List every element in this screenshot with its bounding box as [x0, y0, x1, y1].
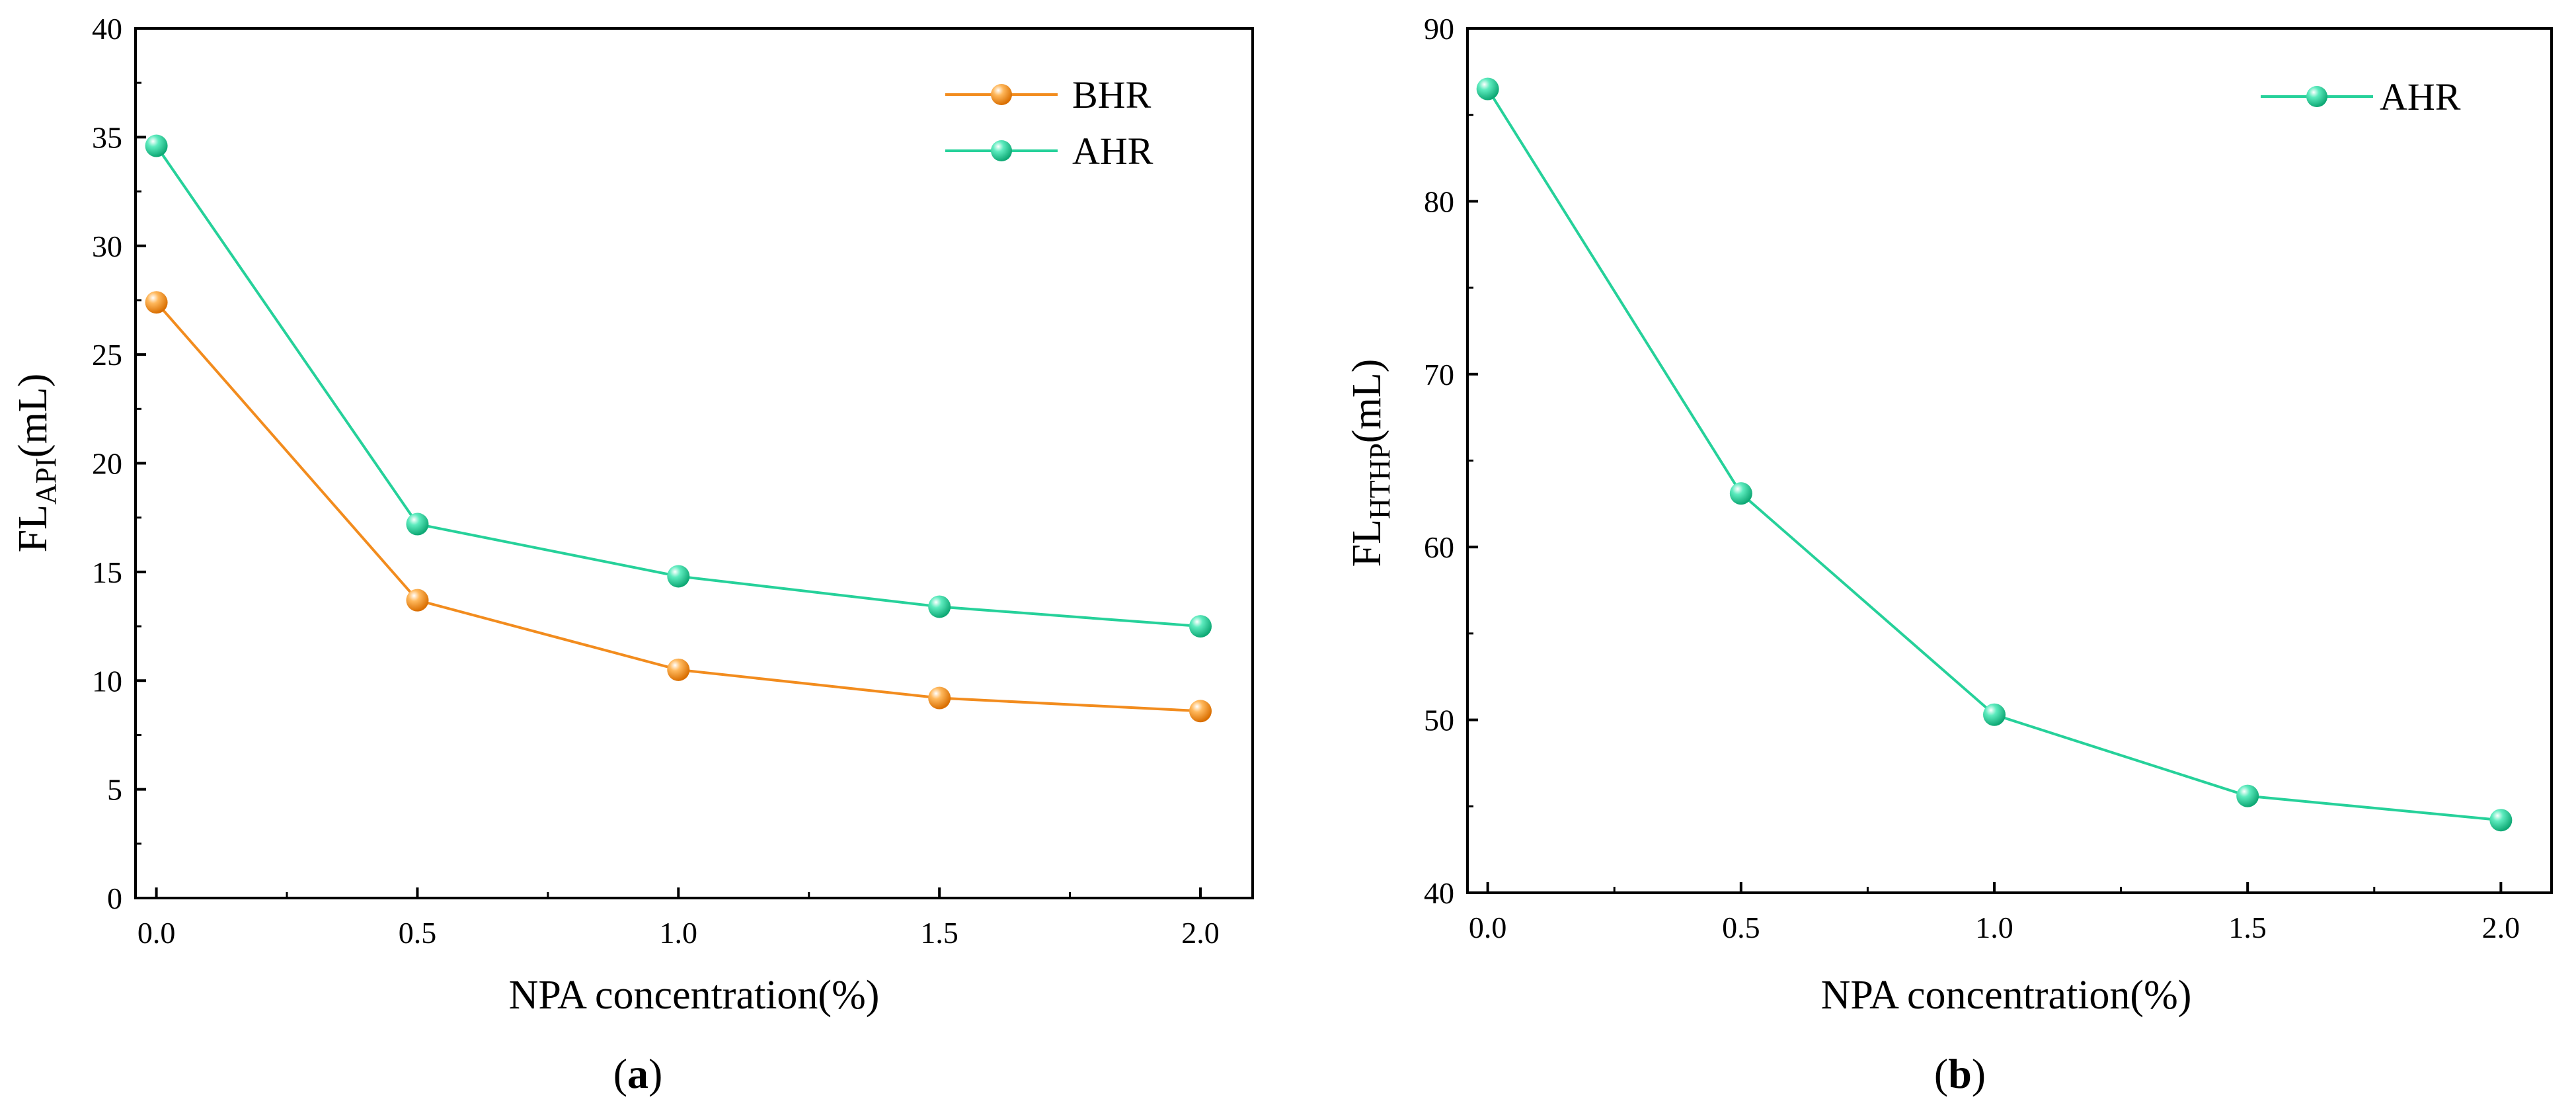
legend-a: BHR AHR — [945, 73, 1153, 173]
y-tick-label: 20 — [92, 447, 122, 481]
y-tick-label: 60 — [1424, 530, 1454, 564]
y-axis-title-b-base: FL — [1345, 519, 1389, 567]
data-point-ahr — [2489, 809, 2513, 832]
legend-marker-ahr-b — [2306, 86, 2327, 107]
panel-label-a-letter: a — [627, 1050, 648, 1097]
y-tick-label: 10 — [92, 664, 122, 698]
y-tick-label: 15 — [92, 555, 122, 589]
y-tick-label: 30 — [92, 229, 122, 263]
y-tick-label: 0 — [107, 882, 122, 915]
series-group-a — [145, 134, 1212, 723]
data-point-bhr — [928, 686, 951, 710]
y-tick-label: 35 — [92, 120, 122, 154]
y-axis-title-b-suffix: (mL) — [1345, 359, 1389, 443]
x-tick-label: 1.0 — [660, 916, 698, 950]
y-axis-title-a: FLAPI(mL) — [11, 374, 62, 553]
axis-ticks-b: 40 50 60 70 80 90 0.0 0.5 1.0 1.5 2.0 — [1424, 12, 2520, 944]
y-axis-title-a-subscript: API — [30, 458, 62, 505]
y-axis-title-b-subscript: HTHP — [1364, 443, 1396, 519]
data-point-bhr — [145, 291, 168, 314]
data-point-ahr — [928, 595, 951, 618]
x-tick-label: 2.0 — [1181, 916, 1220, 950]
y-tick-label: 25 — [92, 338, 122, 372]
legend-label-ahr-a: AHR — [1072, 130, 1153, 173]
data-point-ahr — [1189, 615, 1212, 638]
data-point-ahr — [145, 134, 168, 157]
data-point-bhr — [667, 658, 690, 681]
x-tick-label: 1.0 — [1975, 911, 2013, 944]
series-line-bhr-a — [155, 301, 1201, 713]
data-point-ahr — [2236, 784, 2259, 807]
x-tick-label: 1.5 — [920, 916, 958, 950]
y-axis-title-a-suffix: (mL) — [11, 374, 56, 458]
data-point-ahr — [667, 565, 690, 588]
x-tick-label: 0.0 — [1469, 911, 1507, 944]
data-point-bhr — [406, 589, 429, 612]
x-tick-label: 0.5 — [399, 916, 437, 950]
data-point-ahr — [406, 512, 429, 536]
x-tick-label: 2.0 — [2482, 911, 2520, 944]
panel-label-b-letter: b — [1948, 1050, 1972, 1097]
panel-label-a: (a) — [613, 1050, 663, 1097]
legend-label-bhr: BHR — [1072, 73, 1151, 116]
legend-b: AHR — [2261, 75, 2461, 118]
chart-panel-b: 40 50 60 70 80 90 0.0 0.5 1.0 1.5 2.0 FLHTHP(mL) N… — [1345, 12, 2553, 1097]
panel-label-b: (b) — [1934, 1050, 1986, 1097]
y-tick-label: 40 — [1424, 876, 1454, 910]
y-axis-title-b: FLHTHP(mL) — [1345, 359, 1396, 567]
chart-panel-a: 0 5 10 15 20 25 30 35 40 0.0 0.5 1.0 1.5 2.0 FLAPI(mL… — [11, 12, 1254, 1097]
data-point-bhr — [1189, 700, 1212, 723]
data-point-ahr — [1729, 482, 1752, 505]
y-tick-label: 50 — [1424, 704, 1454, 737]
y-tick-label: 80 — [1424, 184, 1454, 218]
y-tick-label: 40 — [92, 12, 122, 46]
series-line-ahr-a — [155, 145, 1201, 628]
x-tick-label: 0.5 — [1722, 911, 1760, 944]
x-tick-label: 1.5 — [2228, 911, 2267, 944]
x-axis-title-b: NPA concentration(%) — [1821, 973, 2192, 1018]
x-tick-label: 0.0 — [137, 916, 176, 950]
plot-frame-b — [1466, 27, 2553, 894]
data-point-ahr — [1476, 77, 1499, 101]
y-tick-label: 5 — [107, 773, 122, 807]
x-axis-title-a: NPA concentration(%) — [509, 973, 880, 1018]
axis-ticks-a: 0 5 10 15 20 25 30 35 40 0.0 0.5 1.0 1.5 2.0 — [92, 12, 1220, 950]
legend-label-ahr-b: AHR — [2380, 75, 2461, 118]
legend-marker-ahr-a — [991, 140, 1012, 161]
y-axis-title-a-base: FL — [11, 505, 56, 552]
legend-marker-bhr — [991, 84, 1012, 105]
y-tick-label: 70 — [1424, 358, 1454, 391]
y-tick-label: 90 — [1424, 12, 1454, 46]
data-point-ahr — [1983, 703, 2006, 726]
series-group-b — [1476, 77, 2513, 832]
